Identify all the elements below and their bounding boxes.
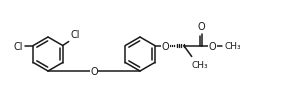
Text: O: O [198, 21, 206, 31]
Text: CH₃: CH₃ [225, 42, 241, 51]
Text: Cl: Cl [71, 30, 80, 40]
Text: CH₃: CH₃ [192, 60, 208, 69]
Text: O: O [90, 66, 98, 76]
Text: O: O [162, 41, 169, 51]
Text: Cl: Cl [14, 41, 23, 51]
Text: O: O [209, 41, 217, 51]
